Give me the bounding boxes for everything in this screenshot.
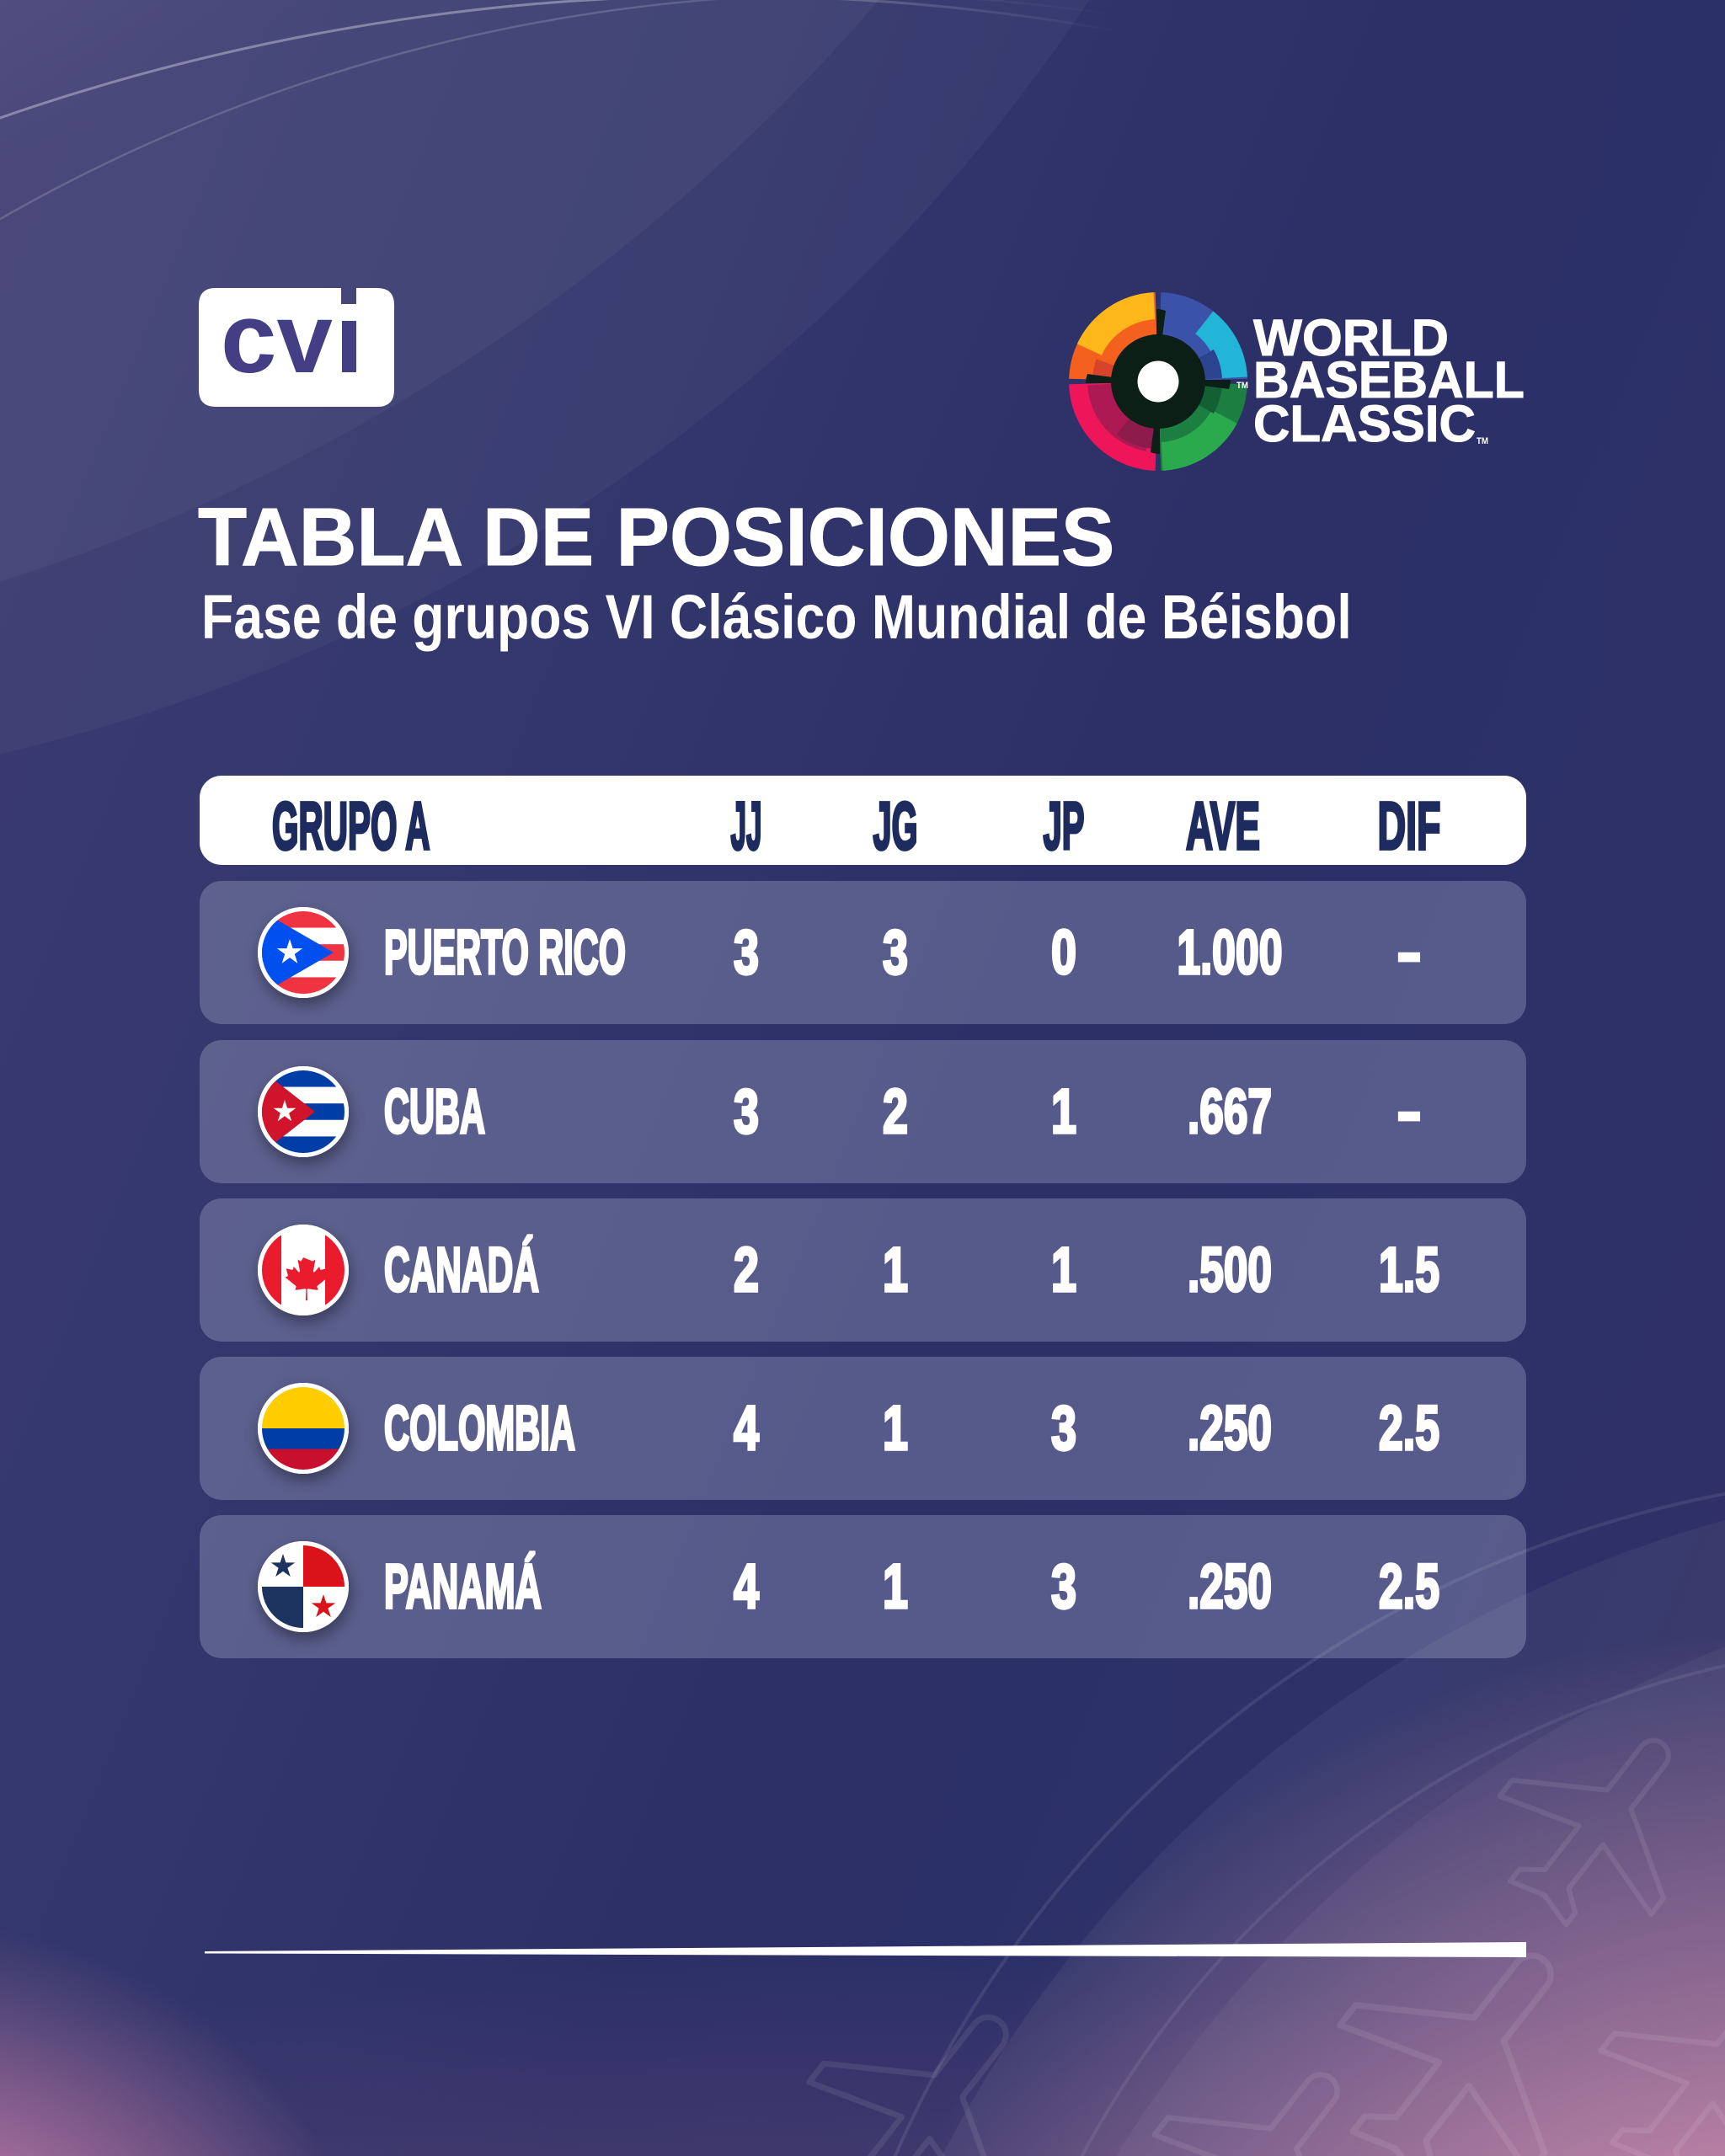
- svg-text:COLOMBIA: COLOMBIA: [384, 1393, 575, 1463]
- svg-text:WORLD: WORLD: [1253, 309, 1449, 366]
- svg-text:1: 1: [883, 1235, 908, 1305]
- svg-text:0: 0: [1051, 917, 1076, 987]
- svg-text:TM: TM: [1236, 382, 1248, 392]
- svg-text:BASEBALL: BASEBALL: [1253, 351, 1525, 408]
- svg-text:4: 4: [734, 1551, 759, 1621]
- svg-text:JP: JP: [1044, 789, 1085, 864]
- svg-text:1.000: 1.000: [1178, 918, 1283, 987]
- svg-text:.667: .667: [1188, 1077, 1272, 1146]
- svg-text:4: 4: [734, 1393, 759, 1463]
- svg-text:3: 3: [734, 917, 759, 987]
- svg-text:CLASSIC: CLASSIC: [1253, 395, 1476, 452]
- svg-text:2: 2: [883, 1076, 908, 1146]
- svg-text:JG: JG: [873, 789, 918, 864]
- svg-text:JJ: JJ: [731, 788, 762, 863]
- svg-text:CUBA: CUBA: [384, 1076, 485, 1146]
- svg-text:3: 3: [1051, 1551, 1076, 1621]
- svg-text:3: 3: [883, 917, 908, 987]
- svg-text:PANAMÁ: PANAMÁ: [384, 1551, 542, 1621]
- svg-text:cv: cv: [221, 283, 333, 394]
- svg-text:1: 1: [1051, 1235, 1076, 1305]
- svg-text:3: 3: [1051, 1393, 1076, 1463]
- svg-text:TABLA DE POSICIONES: TABLA DE POSICIONES: [198, 492, 1114, 583]
- svg-text:.250: .250: [1188, 1394, 1272, 1463]
- svg-text:1: 1: [1051, 1076, 1076, 1146]
- svg-text:2.5: 2.5: [1379, 1393, 1439, 1463]
- svg-text:AVE: AVE: [1186, 787, 1260, 863]
- svg-text:2.5: 2.5: [1379, 1551, 1439, 1621]
- svg-text:-: -: [1397, 1077, 1422, 1147]
- svg-text:Fase de grupos VI Clásico Mund: Fase de grupos VI Clásico Mundial de Béi…: [201, 582, 1352, 652]
- svg-text:TM: TM: [1477, 437, 1488, 447]
- svg-text:CANADÁ: CANADÁ: [384, 1235, 539, 1305]
- svg-text:2: 2: [734, 1235, 759, 1305]
- svg-text:GRUPO A: GRUPO A: [272, 789, 430, 863]
- svg-text:1: 1: [883, 1551, 908, 1621]
- svg-text:1.5: 1.5: [1379, 1235, 1439, 1305]
- svg-text:.250: .250: [1188, 1552, 1272, 1621]
- svg-text:.500: .500: [1188, 1235, 1272, 1305]
- svg-text:DIF: DIF: [1378, 788, 1441, 863]
- svg-text:-: -: [1397, 918, 1422, 988]
- svg-text:1: 1: [883, 1393, 908, 1463]
- svg-text:3: 3: [734, 1076, 759, 1146]
- svg-text:PUERTO RICO: PUERTO RICO: [384, 917, 626, 987]
